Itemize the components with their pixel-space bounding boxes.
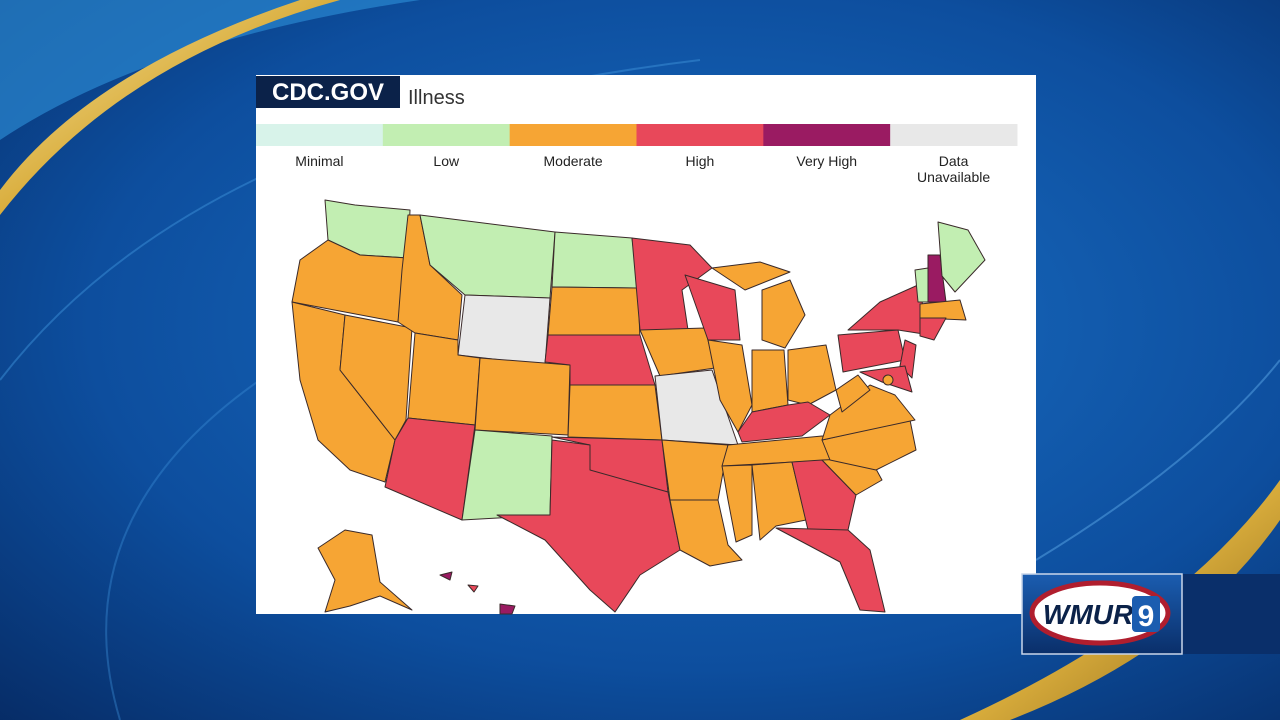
swoosh-line: [105, 379, 261, 720]
station-logo: WMUR 9: [1021, 573, 1280, 655]
source-label: CDC.GOV: [272, 79, 384, 106]
state: [317, 529, 413, 613]
state: [835, 374, 871, 413]
legend-label: High: [686, 153, 715, 169]
state: [551, 231, 639, 289]
state: [684, 274, 741, 341]
legend-label: Data: [939, 153, 969, 169]
state: [467, 584, 479, 593]
state: [474, 357, 571, 436]
state: [439, 571, 453, 581]
state: [547, 286, 641, 341]
legend-swatch: [509, 124, 637, 146]
legend-swatch: [256, 124, 384, 146]
district: [882, 374, 894, 386]
logo-text: WMUR: [1043, 599, 1134, 630]
state: [761, 279, 806, 349]
legend-label: Unavailable: [917, 169, 990, 185]
logo-number-box: [1132, 596, 1160, 632]
state: [919, 299, 967, 321]
source-badge: [256, 76, 400, 108]
state: [721, 464, 753, 543]
logo-number: 9: [1138, 600, 1155, 633]
state: [567, 384, 663, 441]
state: [937, 221, 986, 293]
legend-swatch: [382, 124, 511, 146]
state: [457, 294, 551, 366]
state: [661, 439, 729, 501]
map-title: Illness: [408, 87, 465, 109]
state: [919, 317, 947, 341]
state: [775, 527, 886, 613]
legend-swatch: [636, 124, 764, 146]
state: [711, 261, 791, 291]
swoosh-line: [1035, 359, 1280, 561]
legend: Minimal Low Moderate High Very High DataUnava…: [256, 124, 1018, 185]
legend-label: Moderate: [544, 153, 603, 169]
state: [669, 499, 743, 567]
legend-swatch: [890, 124, 1018, 146]
state: [791, 459, 857, 531]
state: [787, 344, 837, 406]
state: [384, 417, 476, 521]
us-map: [291, 199, 986, 615]
legend-label: Very High: [796, 153, 857, 169]
legend-label: Low: [433, 153, 460, 169]
legend-label: Minimal: [295, 153, 343, 169]
legend-swatch: [763, 124, 891, 146]
state: [461, 429, 553, 521]
state: [751, 461, 807, 541]
state: [707, 339, 753, 433]
swoosh: [0, 0, 420, 140]
state: [737, 401, 831, 443]
state: [751, 349, 789, 413]
state: [499, 603, 516, 615]
